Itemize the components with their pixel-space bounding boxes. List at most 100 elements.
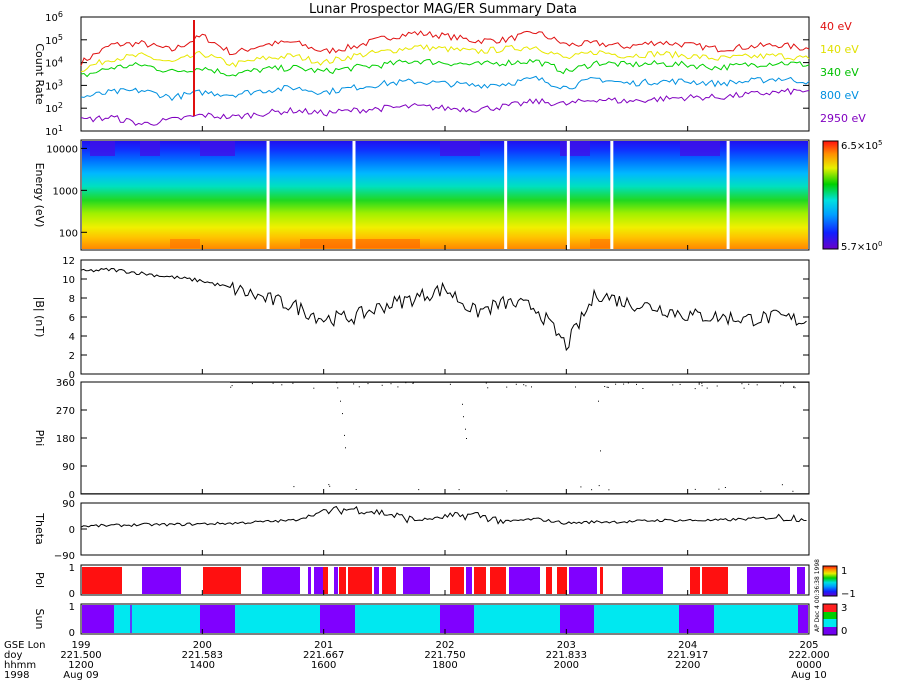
phi-point	[748, 383, 750, 385]
phi-point	[449, 383, 451, 385]
pol-segment-12	[403, 567, 430, 594]
spectrogram-gap-2	[504, 141, 508, 249]
row-label-year: 1998	[4, 670, 29, 681]
pol-colorbar	[822, 565, 838, 597]
phi-point	[525, 385, 527, 387]
spectrogram-patch-2	[200, 141, 235, 156]
x-tick-hhmm: 2200	[675, 660, 700, 671]
pol-segment-14	[466, 567, 472, 594]
phi-point	[466, 438, 467, 439]
legend-800ev: 800 eV	[820, 89, 859, 102]
phi-point	[515, 383, 517, 385]
phi-point	[701, 382, 703, 384]
phi-point	[591, 489, 593, 491]
sun-ytick-label: 0	[69, 628, 75, 639]
phi-point	[793, 386, 795, 388]
pol-ytick-label: 0	[69, 589, 75, 600]
pol-ytick-label: 1	[69, 563, 75, 574]
phi-point	[230, 386, 232, 388]
x-tick-hhmm: 1400	[190, 660, 215, 671]
series-line-340ev	[80, 58, 810, 78]
sun-colorbar-0	[823, 627, 837, 635]
phi-point	[608, 489, 610, 491]
phi-point	[598, 400, 599, 402]
series-line-140ev	[80, 44, 810, 73]
bmag-ytick-label: 8	[69, 294, 75, 305]
count-ytick-label: 106	[45, 10, 63, 24]
pol-segment-22	[622, 567, 663, 594]
pol-segment-20	[569, 567, 597, 594]
x-tick-doy: 221.500	[60, 650, 101, 661]
energy-colorbar	[822, 140, 839, 250]
x-tick-doy: 221.917	[667, 650, 708, 661]
phi-point	[575, 386, 576, 388]
phi-point	[679, 383, 681, 385]
panel-frame-counts	[80, 16, 810, 132]
sun-colorbar-top: 3	[841, 603, 847, 614]
x-tick-doy: 221.667	[303, 650, 344, 661]
bmag-ytick-label: 10	[62, 275, 75, 286]
phi-point	[694, 388, 696, 390]
energy-colorbar-min: 5.7×100	[841, 240, 882, 253]
sun-segment-0	[82, 605, 114, 633]
phi-point	[337, 387, 339, 389]
phi-point	[606, 386, 608, 388]
phi-point	[336, 382, 338, 384]
spectrogram-patch-0	[90, 141, 115, 156]
phi-point	[523, 384, 525, 386]
x-tick-lon: 201	[314, 640, 333, 651]
theta-ytick-label: 90	[62, 499, 75, 510]
spectrogram-patch-1	[140, 141, 160, 156]
phi-point	[724, 487, 726, 488]
panel-frame-theta	[80, 502, 810, 556]
pol-segment-16	[490, 567, 506, 594]
row-label-hhmm: hhmm	[4, 660, 36, 671]
pol-axis-label: Pol	[33, 572, 46, 588]
pol-segment-13	[450, 567, 464, 594]
phi-point	[782, 382, 784, 384]
spectrogram-gap-0	[266, 141, 270, 249]
phi-point	[292, 382, 294, 384]
phi-point	[397, 386, 399, 388]
sun-colorbar-3	[823, 604, 837, 612]
bmag-ytick-label: 12	[62, 256, 75, 267]
sun-segment-3	[235, 605, 320, 633]
phi-point	[353, 383, 355, 385]
panel-frame-bmag	[80, 259, 810, 375]
row-label-lon: GSE Lon	[4, 640, 45, 651]
legend-2950ev: 2950 eV	[820, 112, 866, 125]
pol-segment-11	[382, 567, 396, 594]
phi-point	[328, 484, 330, 486]
x-tick-lon: 202	[435, 640, 454, 651]
spectrogram-gap-4	[610, 141, 614, 249]
pol-segment-4	[308, 567, 311, 594]
sun-colorbar-frame	[822, 603, 838, 636]
x-tick-hhmm: 1800	[432, 660, 457, 671]
x-tick-date: Aug 10	[791, 670, 826, 681]
series-line-40ev	[80, 30, 810, 66]
phi-point	[743, 387, 745, 389]
legend-40ev: 40 eV	[820, 20, 852, 33]
sun-segment-4	[320, 605, 355, 633]
phi-point	[672, 384, 674, 386]
sun-segment-11	[714, 605, 798, 633]
phi-point	[598, 485, 600, 487]
phi-point	[780, 385, 782, 387]
phi-point	[463, 416, 464, 418]
x-tick-doy: 221.583	[182, 650, 223, 661]
phi-point	[706, 387, 708, 389]
phi-point	[694, 488, 696, 490]
phi-ytick-label: 90	[62, 462, 75, 473]
pol-segment-24	[702, 567, 728, 594]
phi-point	[718, 488, 720, 490]
pol-segment-6	[323, 567, 328, 594]
chart-title: Lunar Prospector MAG/ER Summary Data	[309, 2, 577, 17]
spectrogram-patch-3	[440, 141, 480, 156]
timestamp-stamp: AP Dec 4 00:36:38 1998	[814, 559, 821, 632]
sun-colorbar-2	[823, 612, 837, 619]
energy-ytick-label: 100	[59, 228, 78, 239]
bmag-ytick-label: 6	[69, 313, 75, 324]
phi-point	[792, 490, 794, 492]
sun-colorbar-bottom: 0	[841, 626, 847, 637]
phi-point	[627, 382, 629, 384]
